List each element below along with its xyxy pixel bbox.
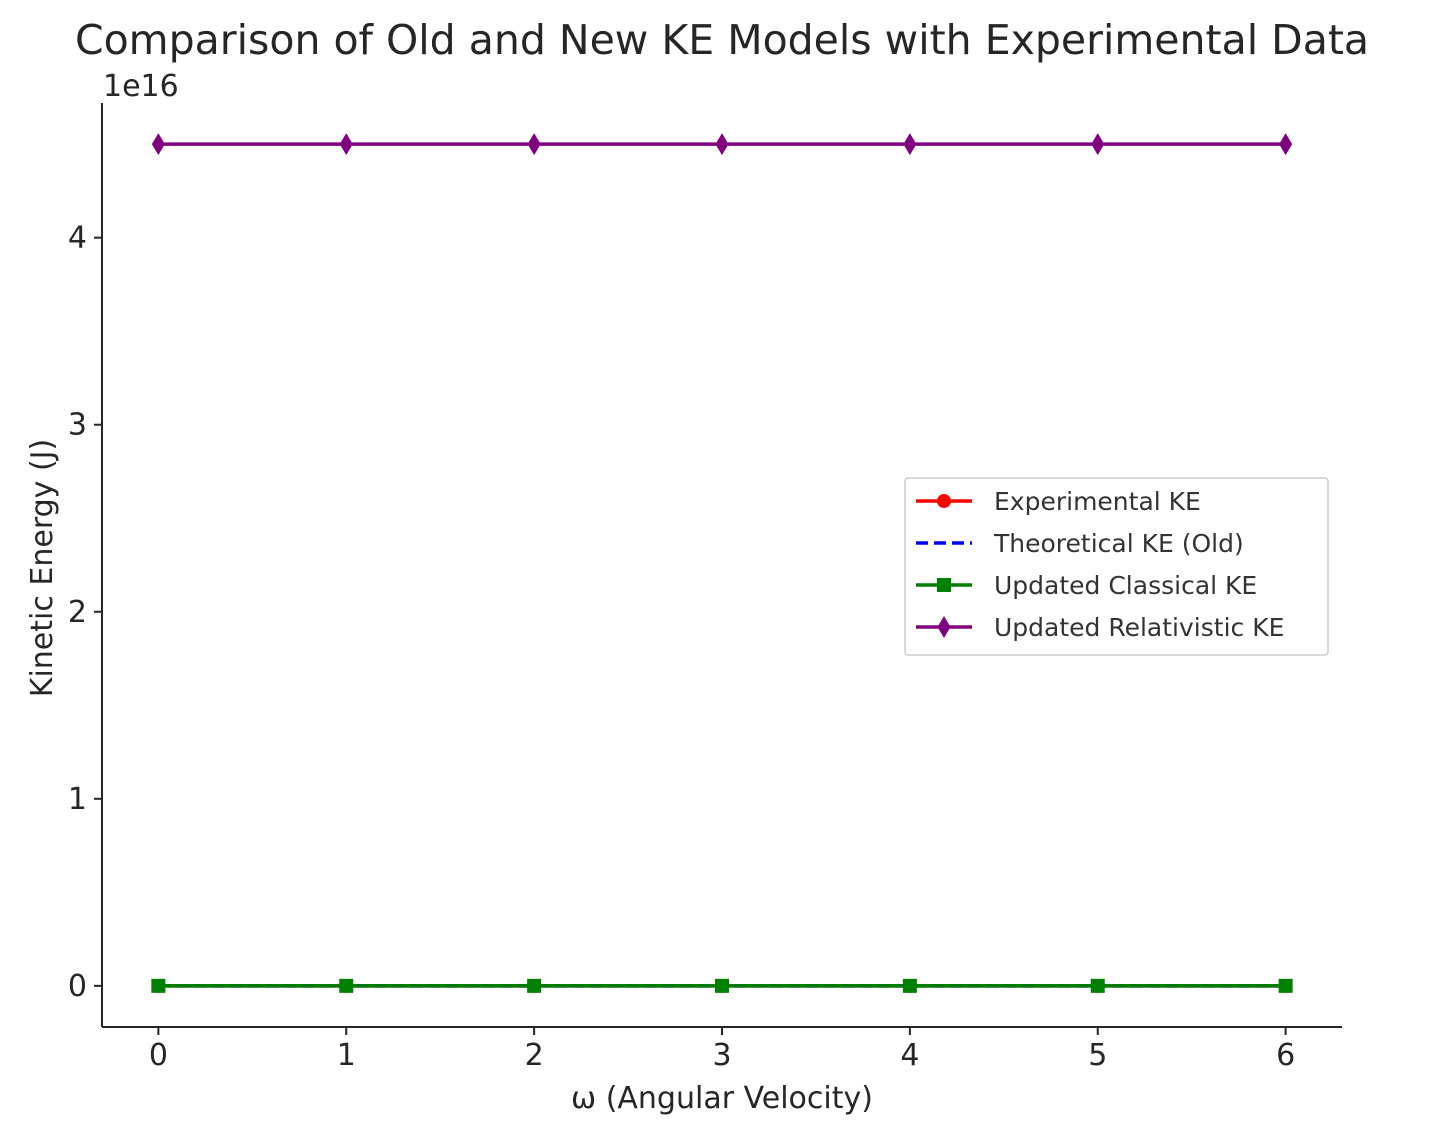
- x-tick-label: 0: [149, 1038, 168, 1073]
- data-point: [902, 978, 917, 993]
- legend-label: Updated Relativistic KE: [994, 613, 1284, 642]
- series-layer: [151, 133, 1293, 993]
- x-tick-label: 2: [525, 1038, 544, 1073]
- data-point: [1279, 133, 1293, 156]
- data-point: [151, 133, 165, 156]
- legend-marker: [937, 494, 951, 508]
- chart-title: Comparison of Old and New KE Models with…: [75, 16, 1369, 64]
- legend-marker: [937, 578, 951, 592]
- legend-label: Updated Classical KE: [994, 571, 1257, 600]
- data-point: [1090, 978, 1105, 993]
- legend-item: Experimental KE: [916, 487, 1201, 516]
- y-tick-label: 4: [68, 221, 87, 256]
- x-tick-label: 6: [1276, 1038, 1295, 1073]
- y-axis-label: Kinetic Energy (J): [25, 439, 60, 697]
- y-axis-offset-label: 1e16: [103, 69, 179, 104]
- data-point: [903, 133, 917, 156]
- data-point: [1278, 978, 1293, 993]
- legend-marker: [937, 616, 951, 638]
- series-updated-relativistic-ke: [151, 133, 1293, 156]
- data-point: [527, 133, 541, 156]
- x-tick-label: 1: [337, 1038, 356, 1073]
- legend-label: Theoretical KE (Old): [993, 529, 1244, 558]
- legend-items: Experimental KE Theoretical KE (Old) Updat…: [916, 487, 1284, 642]
- legend-label: Experimental KE: [994, 487, 1201, 516]
- legend-item: Theoretical KE (Old): [916, 529, 1244, 558]
- data-point: [1091, 133, 1105, 156]
- y-ticks: 0 1 2 3 4: [68, 221, 102, 1004]
- data-point: [715, 978, 729, 993]
- plot-area: 0 1 2 3 4 5 6 0 1 2 3 4: [68, 103, 1342, 1073]
- x-tick-label: 4: [900, 1038, 919, 1073]
- data-point: [715, 133, 729, 156]
- legend-item: Updated Classical KE: [916, 571, 1257, 600]
- y-tick-label: 1: [68, 782, 87, 817]
- data-point: [339, 978, 354, 993]
- legend: Experimental KE Theoretical KE (Old) Updat…: [904, 477, 1329, 656]
- y-tick-label: 0: [68, 969, 87, 1004]
- legend-box: [904, 477, 1329, 656]
- x-ticks: 0 1 2 3 4 5 6: [149, 1027, 1295, 1073]
- data-point: [339, 133, 353, 156]
- data-point: [527, 978, 542, 993]
- x-tick-label: 3: [712, 1038, 731, 1073]
- series-updated-classical-ke: [151, 978, 1293, 993]
- data-point: [151, 978, 166, 993]
- legend-item: Updated Relativistic KE: [916, 613, 1284, 642]
- y-tick-label: 3: [68, 408, 87, 443]
- y-tick-label: 2: [68, 595, 87, 630]
- x-tick-label: 5: [1088, 1038, 1107, 1073]
- x-axis-label: ω (Angular Velocity): [571, 1081, 873, 1116]
